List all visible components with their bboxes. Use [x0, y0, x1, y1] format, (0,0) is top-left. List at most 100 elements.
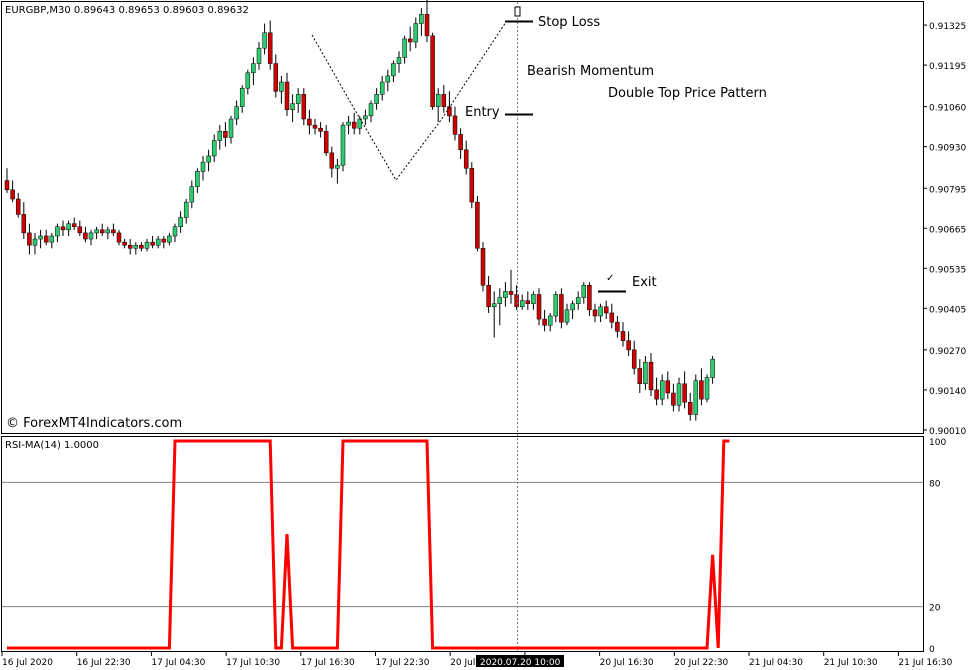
- bull-candle-body: [564, 309, 570, 323]
- candle: [396, 51, 402, 73]
- bear-candle-body: [430, 35, 435, 107]
- candle: [609, 303, 615, 329]
- candle: [262, 23, 267, 55]
- candle: [66, 220, 71, 236]
- price-tick-label: 0.90405: [929, 305, 966, 315]
- candle: [637, 359, 643, 393]
- candle: [43, 229, 49, 246]
- bear-candle-body: [682, 383, 687, 403]
- bear-candle-body: [10, 189, 15, 200]
- bull-candle-body: [189, 186, 195, 203]
- bull-candle-body: [262, 32, 267, 49]
- bear-candle-body: [77, 226, 83, 234]
- bear-candle-body: [631, 349, 637, 369]
- bull-candle-body: [357, 118, 363, 129]
- bull-candle-body: [659, 380, 665, 400]
- candle: [559, 288, 564, 329]
- candle: [654, 377, 659, 406]
- candle: [167, 232, 172, 246]
- candle: [155, 235, 161, 249]
- indicator-levels: 100 80 20 0: [2, 438, 946, 655]
- bear-candle-body: [536, 294, 542, 320]
- candle: [615, 316, 620, 338]
- candle: [682, 371, 687, 409]
- bear-candle-body: [441, 94, 447, 107]
- bear-candle-body: [626, 340, 631, 351]
- candle: [379, 75, 385, 101]
- time-tick-label: 17 Jul 10:30: [226, 658, 280, 668]
- bear-candle-body: [99, 229, 105, 234]
- candle: [659, 374, 665, 406]
- bear-candle-body: [43, 235, 49, 243]
- bear-candle-body: [458, 134, 463, 151]
- candle: [55, 223, 60, 243]
- candle: [587, 282, 592, 317]
- bull-candle-body: [503, 291, 508, 298]
- price-panel-frame: [1, 1, 924, 434]
- bull-candle-body: [133, 244, 139, 249]
- bull-candle-body: [374, 94, 379, 104]
- candle: [251, 57, 256, 86]
- bull-candle-body: [570, 303, 575, 311]
- bear-candle-body: [671, 392, 676, 406]
- candle: [503, 282, 508, 307]
- bear-candle-body: [587, 284, 592, 311]
- exit-check-icon: ✓: [606, 273, 614, 284]
- candle: [699, 368, 704, 406]
- candle: [687, 392, 693, 421]
- bear-candle-body: [699, 380, 704, 400]
- bear-candle-body: [273, 63, 279, 92]
- bear-candle-body: [301, 94, 307, 120]
- time-tick-label: 17 Jul 16:30: [301, 658, 355, 668]
- bear-candle-body: [351, 121, 357, 129]
- bear-candle-body: [463, 149, 469, 169]
- bull-candle-body: [251, 63, 256, 74]
- bull-candle-body: [335, 164, 340, 169]
- bull-candle-body: [290, 103, 295, 110]
- bear-candle-body: [559, 294, 564, 323]
- candle: [486, 275, 491, 313]
- candle: [172, 223, 178, 243]
- candle: [77, 220, 83, 236]
- rsi-series: [7, 439, 730, 650]
- candle: [323, 125, 329, 156]
- bear-candle-body: [609, 312, 615, 323]
- candle: [161, 235, 167, 249]
- candle: [200, 155, 206, 181]
- bull-candle-body: [200, 161, 206, 172]
- candle: [256, 42, 262, 70]
- bear-candle-body: [542, 318, 547, 326]
- candle: [267, 20, 273, 70]
- double-top-label: Double Top Price Pattern: [608, 86, 767, 101]
- candle: [206, 149, 211, 172]
- candle: [329, 146, 335, 178]
- price-tick-label: 0.90665: [929, 225, 966, 235]
- bull-candle-body: [379, 81, 385, 95]
- candle: [508, 269, 514, 304]
- bear-candle-body: [620, 331, 626, 341]
- candle: [491, 291, 497, 338]
- candle: [88, 229, 94, 246]
- bear-candle-body: [122, 241, 127, 246]
- candle: [228, 115, 234, 144]
- bull-candle-body: [49, 235, 55, 243]
- bear-candle-body: [318, 127, 323, 132]
- candle: [60, 220, 66, 236]
- time-tick-label: 17 Jul 22:30: [376, 658, 430, 668]
- bear-candle-body: [4, 180, 10, 191]
- bull-candle-body: [363, 115, 368, 120]
- bull-candle-body: [32, 238, 38, 246]
- bear-candle-body: [447, 106, 452, 117]
- bull-candle-body: [643, 361, 648, 384]
- candle: [581, 282, 587, 304]
- bull-candle-body: [239, 87, 245, 107]
- bull-candle-body: [183, 201, 189, 218]
- bear-candle-body: [223, 131, 228, 138]
- time-tick-label: 21 Jul 16:30: [898, 658, 952, 668]
- bull-candle-body: [217, 131, 223, 141]
- candle: [83, 226, 88, 243]
- bear-candle-body: [111, 229, 116, 234]
- bull-candle-body: [581, 284, 587, 298]
- bull-candle-body: [55, 226, 60, 237]
- double-top-pattern-line: [311, 21, 507, 181]
